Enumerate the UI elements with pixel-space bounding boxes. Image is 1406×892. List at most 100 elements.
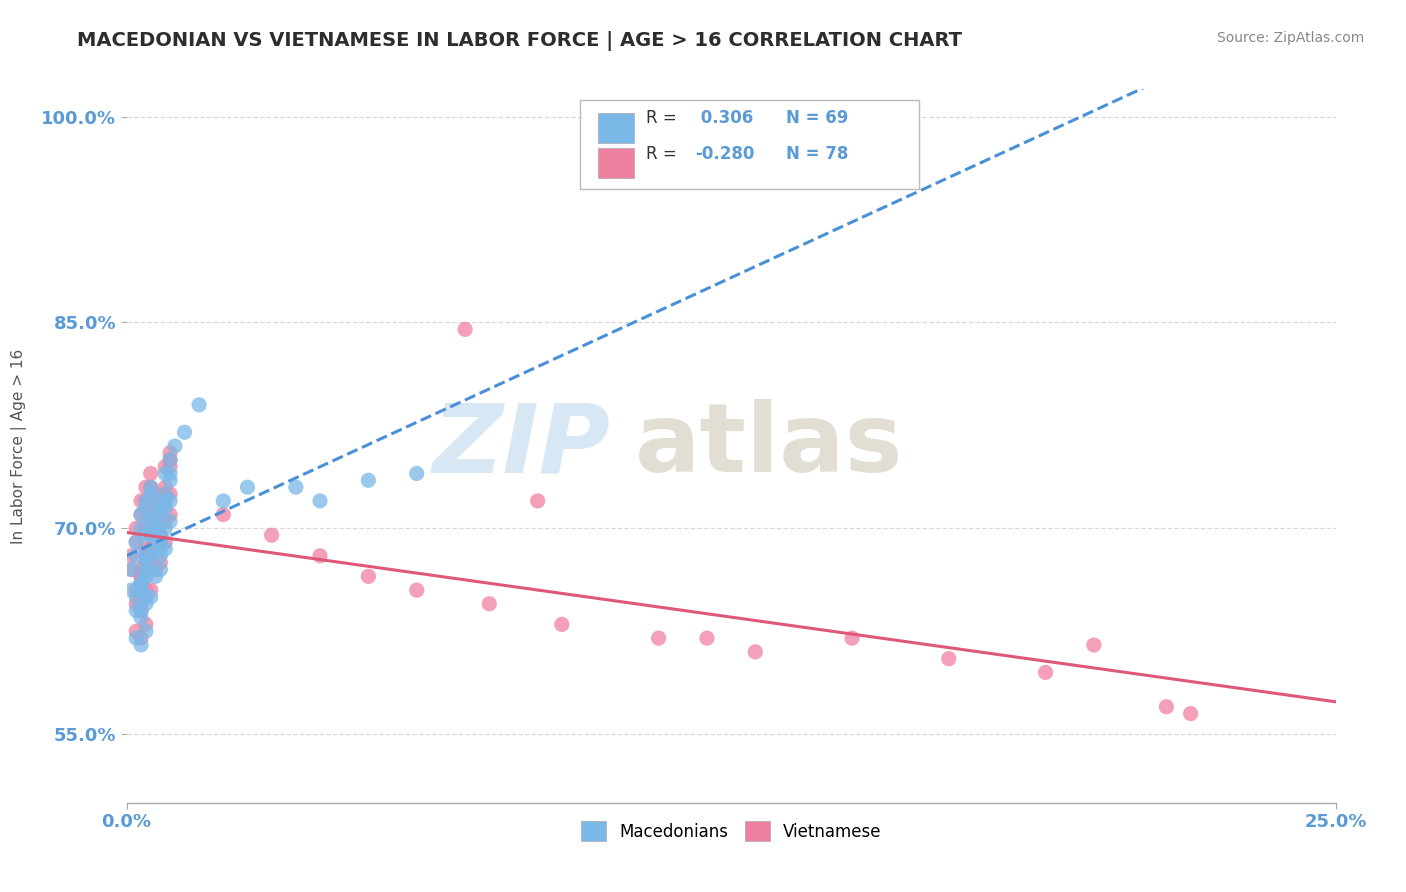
Point xyxy=(139,467,162,481)
Point xyxy=(135,617,157,632)
Point xyxy=(120,562,142,576)
Point xyxy=(149,549,172,563)
Point xyxy=(139,487,162,501)
Point xyxy=(1156,699,1178,714)
Point xyxy=(135,556,157,570)
Point xyxy=(135,549,157,563)
Point xyxy=(145,535,167,549)
Point xyxy=(744,645,766,659)
Point xyxy=(188,398,211,412)
Point xyxy=(647,631,669,645)
Text: N = 69: N = 69 xyxy=(786,109,848,128)
Point xyxy=(284,480,307,494)
Point xyxy=(135,597,157,611)
FancyBboxPatch shape xyxy=(598,148,634,178)
Point xyxy=(129,638,152,652)
Point xyxy=(149,494,172,508)
Point xyxy=(938,651,960,665)
Point xyxy=(129,508,152,522)
Point xyxy=(405,467,427,481)
Point xyxy=(125,549,148,563)
Point xyxy=(120,583,142,598)
Text: N = 78: N = 78 xyxy=(786,145,848,163)
Point xyxy=(159,494,181,508)
Point xyxy=(526,494,548,508)
Point xyxy=(159,515,181,529)
Point xyxy=(139,528,162,542)
Point xyxy=(145,569,167,583)
Point xyxy=(135,500,157,515)
Point xyxy=(129,597,152,611)
Point xyxy=(139,515,162,529)
Text: -0.280: -0.280 xyxy=(695,145,754,163)
Point xyxy=(129,576,152,591)
Point xyxy=(135,624,157,639)
Point xyxy=(145,528,167,542)
Point xyxy=(159,452,181,467)
Point xyxy=(129,604,152,618)
Point xyxy=(129,576,152,591)
Point xyxy=(135,569,157,583)
Point xyxy=(139,480,162,494)
Point xyxy=(155,487,177,501)
Point xyxy=(149,556,172,570)
Point xyxy=(309,494,332,508)
Point xyxy=(357,569,380,583)
Point xyxy=(129,521,152,535)
Point xyxy=(139,590,162,604)
Y-axis label: In Labor Force | Age > 16: In Labor Force | Age > 16 xyxy=(11,349,27,543)
Point xyxy=(149,528,172,542)
Point xyxy=(125,535,148,549)
Point xyxy=(135,569,157,583)
Point xyxy=(149,541,172,556)
Point xyxy=(145,487,167,501)
Point xyxy=(120,549,142,563)
Point xyxy=(551,617,574,632)
FancyBboxPatch shape xyxy=(581,100,918,189)
Text: R =: R = xyxy=(647,109,682,128)
Point xyxy=(135,521,157,535)
Point xyxy=(125,583,148,598)
Point xyxy=(149,500,172,515)
Point xyxy=(135,583,157,598)
Point xyxy=(159,508,181,522)
Text: Source: ZipAtlas.com: Source: ZipAtlas.com xyxy=(1216,31,1364,45)
Point xyxy=(129,604,152,618)
Point xyxy=(135,556,157,570)
Point xyxy=(159,467,181,481)
Point xyxy=(155,535,177,549)
Point xyxy=(478,597,501,611)
Point xyxy=(135,480,157,494)
Point xyxy=(145,521,167,535)
Point xyxy=(125,535,148,549)
Point xyxy=(145,521,167,535)
Point xyxy=(145,521,167,535)
Point xyxy=(149,528,172,542)
Point xyxy=(135,494,157,508)
Point xyxy=(129,583,152,598)
Point xyxy=(155,515,177,529)
Point xyxy=(135,590,157,604)
Point xyxy=(135,549,157,563)
Point xyxy=(155,494,177,508)
Point xyxy=(129,508,152,522)
Point xyxy=(139,515,162,529)
Point xyxy=(129,494,152,508)
Point xyxy=(129,562,152,576)
Point xyxy=(145,562,167,576)
Point xyxy=(139,583,162,598)
Point xyxy=(155,487,177,501)
Point xyxy=(405,583,427,598)
Point xyxy=(125,624,148,639)
Point xyxy=(129,583,152,598)
Point xyxy=(129,610,152,624)
Legend: Macedonians, Vietnamese: Macedonians, Vietnamese xyxy=(574,814,889,848)
Point xyxy=(159,473,181,487)
Point xyxy=(129,569,152,583)
Point xyxy=(149,535,172,549)
Point xyxy=(149,528,172,542)
Text: atlas: atlas xyxy=(634,400,903,492)
Point xyxy=(135,528,157,542)
Point xyxy=(145,508,167,522)
Text: ZIP: ZIP xyxy=(432,400,610,492)
